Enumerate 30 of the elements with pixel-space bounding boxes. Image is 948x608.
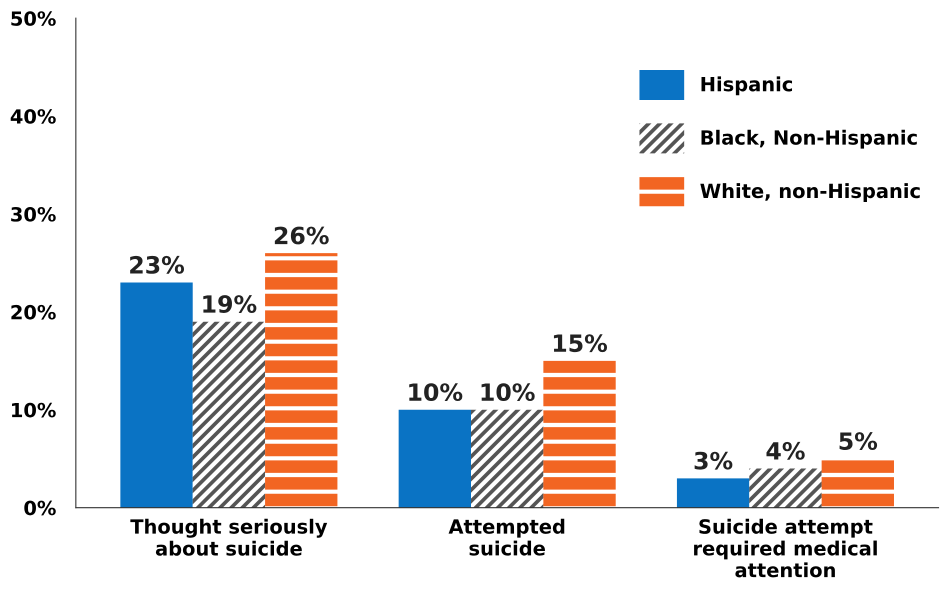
data-label: 3%	[694, 452, 732, 470]
bar	[676, 478, 750, 508]
x-tick-label: Attempted suicide	[448, 518, 564, 556]
y-tick-label: 30%	[11, 206, 56, 222]
data-label: 4%	[766, 442, 805, 460]
legend-label: Hispanic	[702, 76, 792, 96]
bar	[192, 322, 266, 508]
bar	[265, 253, 338, 508]
legend-label: Black, Non-Hispanic	[702, 130, 917, 149]
x-tick-label: Thought seriously about suicide	[130, 518, 328, 556]
bar	[749, 468, 822, 508]
data-label: 23%	[130, 256, 184, 274]
y-tick-label: 20%	[11, 304, 56, 320]
data-label: 15%	[554, 334, 608, 352]
data-label: 10%	[482, 383, 535, 402]
bar	[543, 360, 616, 508]
legend-label: White, non-Hispanic	[700, 183, 920, 202]
y-tick-label: 0%	[24, 500, 56, 516]
data-label: 19%	[203, 295, 256, 313]
data-label: 10%	[409, 383, 462, 402]
x-tick-label: Suicide attempt required medical attention	[694, 518, 877, 578]
y-tick-label: 40%	[10, 109, 56, 124]
y-tick-label: 10%	[12, 402, 56, 418]
bar	[822, 458, 894, 508]
bar	[120, 282, 193, 508]
data-label: 26%	[274, 226, 329, 244]
data-label: 5%	[840, 432, 878, 450]
y-tick-label: 50%	[11, 11, 56, 26]
bar	[471, 410, 544, 508]
bar	[398, 410, 472, 508]
